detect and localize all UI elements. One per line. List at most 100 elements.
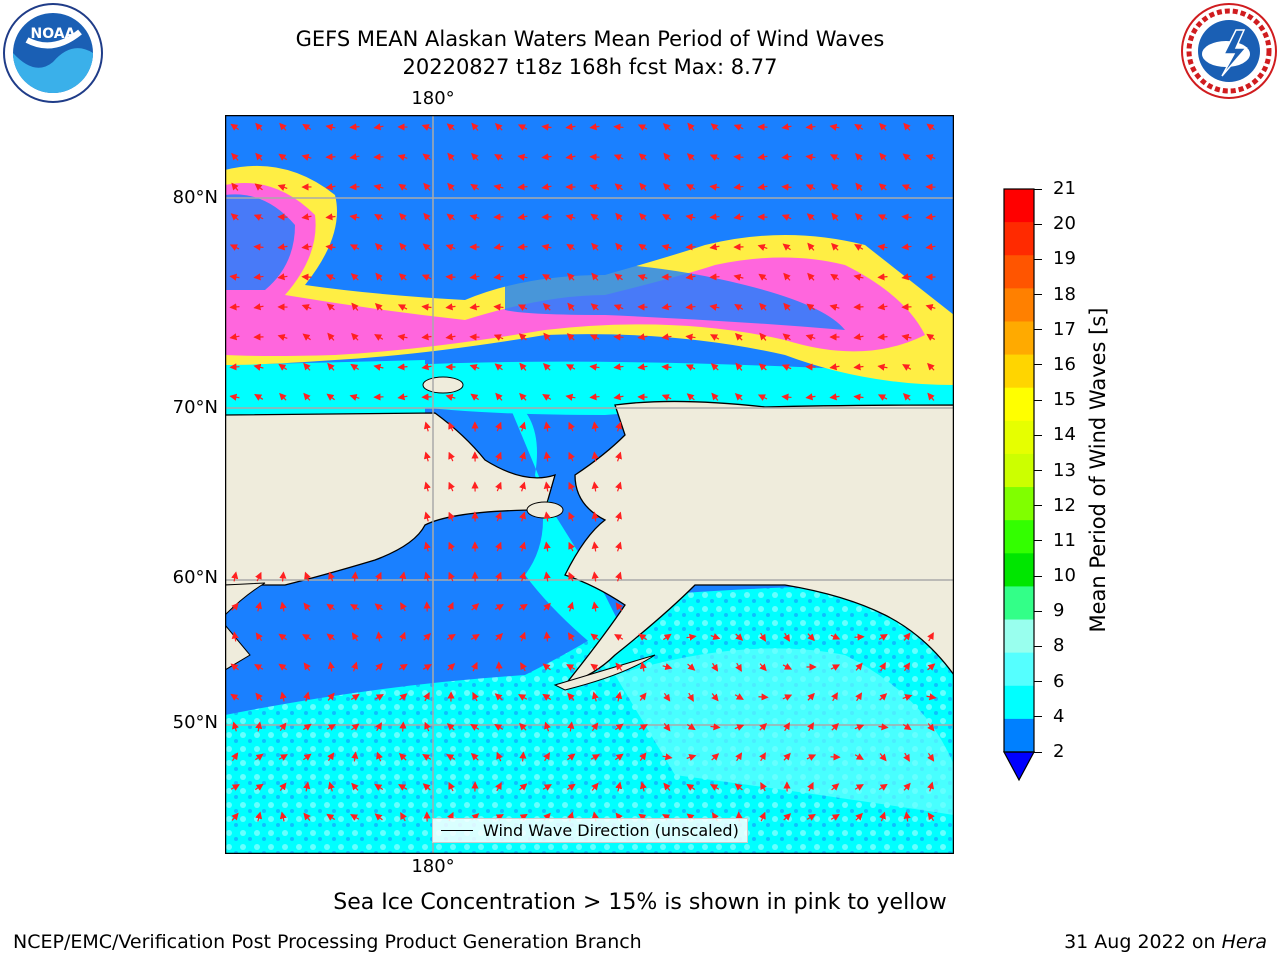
wind-wave-arrow — [615, 511, 622, 522]
wind-wave-arrow — [255, 753, 264, 761]
wind-wave-arrow — [783, 722, 791, 732]
wind-wave-arrow — [303, 362, 311, 371]
wind-wave-arrow — [399, 721, 407, 732]
wind-wave-arrow — [423, 421, 431, 432]
wind-wave-arrow — [445, 393, 456, 401]
wind-wave-arrow — [685, 213, 696, 221]
wind-wave-arrow — [375, 662, 383, 671]
wind-wave-arrow — [854, 152, 863, 161]
wind-wave-arrow — [805, 123, 816, 131]
wind-wave-arrow — [446, 723, 455, 731]
wind-wave-arrow — [423, 212, 431, 221]
wind-wave-arrow — [421, 363, 432, 371]
wind-wave-arrow — [470, 634, 480, 641]
wind-wave-arrow — [541, 153, 552, 161]
wind-wave-arrow — [759, 752, 766, 762]
wind-wave-arrow — [878, 183, 887, 191]
wind-wave-arrow — [685, 364, 696, 371]
wind-wave-arrow — [519, 541, 526, 552]
wind-wave-arrow — [568, 571, 575, 582]
wind-wave-arrow — [687, 692, 694, 702]
wind-wave-arrow — [565, 364, 576, 371]
wind-wave-arrow — [735, 662, 742, 672]
wind-wave-arrow — [351, 632, 359, 642]
wind-wave-arrow — [925, 243, 936, 251]
wind-wave-arrow — [758, 273, 768, 281]
wind-wave-arrow — [349, 244, 360, 251]
wind-wave-arrow — [568, 451, 575, 462]
wind-wave-arrow — [495, 421, 502, 432]
wind-wave-arrow — [710, 363, 719, 371]
wind-wave-arrow — [926, 693, 937, 701]
wind-wave-arrow — [253, 303, 264, 311]
wind-wave-arrow — [661, 394, 672, 401]
wind-wave-arrow — [446, 123, 455, 131]
legend-label: Wind Wave Direction (unscaled) — [483, 821, 739, 840]
wind-wave-arrow — [759, 332, 767, 341]
wind-wave-arrow — [663, 782, 671, 791]
wind-wave-arrow — [326, 303, 335, 311]
wind-wave-arrow — [615, 451, 622, 462]
wind-wave-arrow — [326, 633, 335, 641]
wind-wave-arrow — [517, 124, 528, 131]
wind-wave-arrow — [255, 152, 263, 161]
wind-wave-arrow — [615, 242, 623, 251]
wind-wave-arrow — [711, 392, 719, 401]
wind-wave-arrow — [662, 123, 671, 131]
wind-wave-arrow — [470, 724, 480, 731]
wind-wave-arrow — [301, 304, 312, 311]
wind-wave-arrow — [638, 633, 647, 641]
wind-wave-arrow — [229, 273, 240, 281]
wind-wave-arrow — [519, 511, 526, 522]
wind-wave-arrow — [519, 481, 526, 492]
colorbar-tick-mark — [1034, 258, 1042, 260]
wind-wave-arrow — [374, 813, 383, 821]
wind-wave-arrow — [589, 393, 600, 401]
wind-wave-arrow — [877, 214, 888, 221]
wind-wave-arrow — [613, 393, 624, 401]
wind-wave-arrow — [877, 243, 888, 251]
ocean-cyan-arctic — [405, 361, 954, 415]
wind-wave-arrow — [470, 183, 480, 191]
wind-wave-arrow — [613, 304, 624, 311]
wind-wave-arrow — [782, 243, 791, 251]
wind-wave-arrow — [783, 752, 791, 761]
wind-wave-arrow — [590, 663, 600, 671]
colorbar-cell — [1004, 453, 1034, 488]
wind-wave-arrow — [301, 213, 312, 221]
wind-wave-arrow — [854, 633, 865, 641]
wind-wave-arrow — [639, 212, 647, 221]
wind-wave-arrow — [350, 604, 360, 611]
wind-wave-arrow — [520, 662, 527, 672]
wind-wave-arrow — [757, 183, 768, 191]
wind-wave-arrow — [375, 571, 382, 582]
wind-wave-arrow — [326, 603, 336, 611]
wind-wave-arrow — [543, 332, 551, 341]
wind-wave-arrow — [685, 303, 696, 311]
wind-wave-arrow — [854, 213, 863, 221]
wind-wave-arrow — [374, 783, 384, 791]
wind-wave-arrow — [398, 273, 407, 281]
wind-wave-arrow — [926, 123, 935, 131]
wind-wave-arrow — [901, 243, 912, 251]
wind-wave-arrow — [349, 123, 360, 131]
wind-wave-arrow — [230, 663, 239, 671]
wind-wave-arrow — [614, 634, 624, 641]
wind-wave-arrow — [591, 722, 599, 732]
colorbar-cell — [1004, 420, 1034, 455]
wind-wave-arrow — [471, 661, 478, 672]
map-gridlines — [225, 115, 954, 854]
colorbar-tick-label: 14 — [1053, 424, 1076, 446]
wind-wave-arrow — [879, 811, 886, 822]
wind-wave-arrow — [902, 153, 911, 161]
wind-wave-arrow — [878, 783, 888, 791]
wind-wave-arrow — [448, 421, 455, 432]
wind-wave-arrow — [351, 302, 359, 311]
wind-wave-arrow — [709, 303, 720, 311]
wind-wave-arrow — [422, 243, 431, 251]
wind-wave-arrow — [374, 302, 383, 311]
wind-wave-arrow — [901, 333, 912, 341]
wind-wave-arrow — [448, 571, 455, 582]
wind-wave-arrow — [615, 602, 623, 611]
wind-wave-arrow — [279, 601, 287, 612]
